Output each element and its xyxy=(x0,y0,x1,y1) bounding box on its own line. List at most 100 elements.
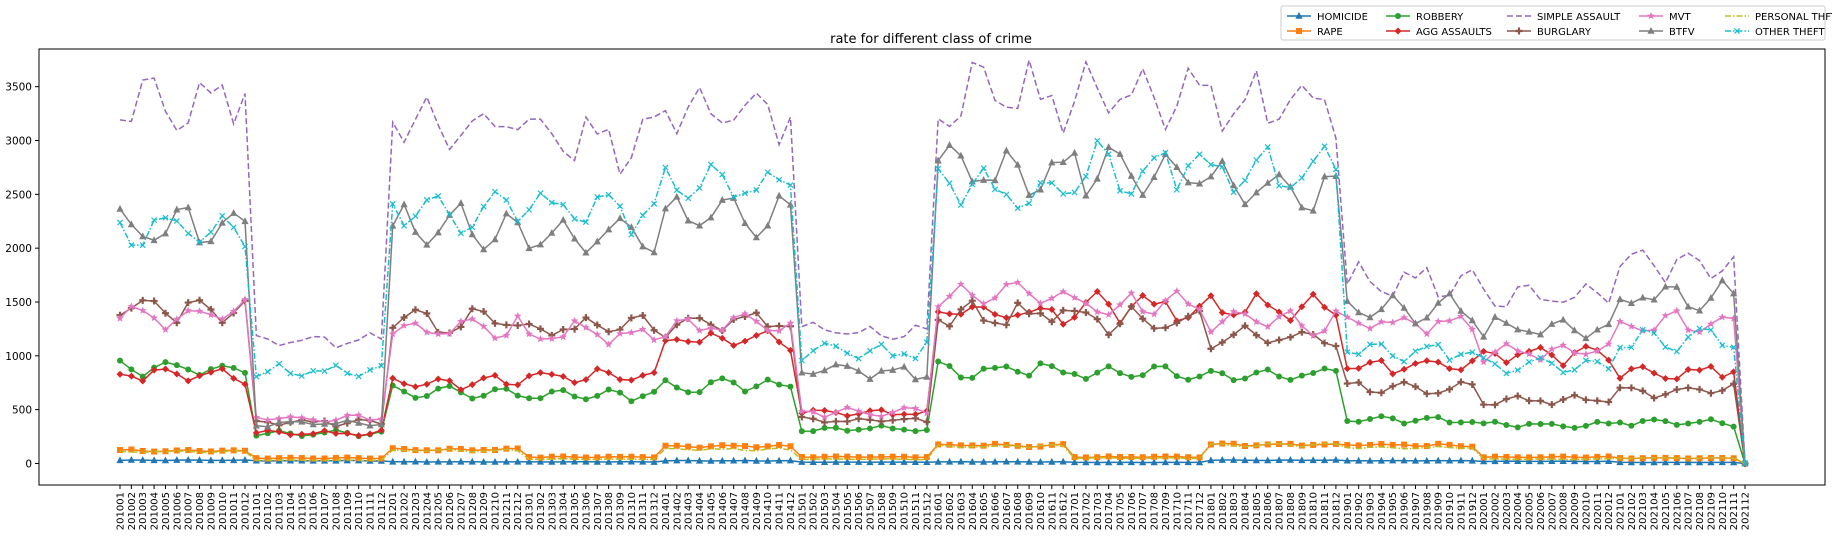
point-robbery xyxy=(1355,418,1362,425)
point-other-theft xyxy=(1685,334,1692,341)
point-robbery xyxy=(1423,414,1430,421)
point-rape xyxy=(753,444,760,451)
x-tick-label: 202110 xyxy=(1718,492,1729,530)
point-burglary xyxy=(1400,378,1408,386)
x-tick-label: 202006 xyxy=(1536,492,1547,530)
point-rape xyxy=(1548,453,1555,460)
point-rape xyxy=(821,453,828,460)
point-other-theft xyxy=(787,182,794,189)
point-robbery xyxy=(1662,418,1669,425)
point-burglary xyxy=(1548,401,1556,409)
point-rape xyxy=(1139,454,1146,461)
x-tick-label: 201204 xyxy=(422,492,433,530)
point-agg-assaults xyxy=(1707,362,1715,370)
point-agg-assaults xyxy=(1639,363,1647,371)
point-btfv xyxy=(1161,150,1170,158)
point-homicide xyxy=(798,458,806,465)
point-rape xyxy=(639,454,646,461)
point-burglary xyxy=(1082,308,1090,316)
point-btfv xyxy=(480,245,488,253)
point-btfv xyxy=(1639,293,1647,301)
x-tick-label: 201308 xyxy=(604,492,615,530)
point-robbery xyxy=(673,384,680,391)
point-other-theft xyxy=(230,224,237,231)
x-tick-label: 201806 xyxy=(1263,492,1274,530)
point-burglary xyxy=(1264,339,1272,347)
point-homicide xyxy=(639,457,647,465)
point-homicide xyxy=(695,456,704,464)
x-tick-label: 201211 xyxy=(502,492,513,530)
x-tick-label: 201411 xyxy=(775,492,786,530)
x-tick-label: 202109 xyxy=(1706,492,1717,530)
point-rape xyxy=(1457,443,1464,450)
point-robbery xyxy=(1060,369,1067,376)
point-homicide xyxy=(1059,457,1067,465)
point-agg-assaults xyxy=(1036,304,1044,312)
point-homicide xyxy=(1536,457,1545,465)
x-tick-label: 202001 xyxy=(1479,492,1490,530)
point-rape xyxy=(1435,440,1442,447)
point-mvt xyxy=(434,330,442,338)
point-homicide xyxy=(207,456,215,464)
point-robbery xyxy=(1094,369,1101,376)
point-other-theft xyxy=(1616,344,1624,351)
point-homicide xyxy=(1411,456,1420,464)
point-homicide xyxy=(445,457,454,465)
point-other-theft xyxy=(1662,344,1669,351)
point-homicide xyxy=(1252,456,1260,464)
point-rape xyxy=(1060,441,1067,448)
point-btfv xyxy=(809,370,817,377)
point-btfv xyxy=(843,362,851,369)
point-other-theft xyxy=(912,355,919,362)
point-mvt xyxy=(911,404,920,412)
point-mvt xyxy=(627,328,636,336)
point-burglary xyxy=(480,308,488,316)
point-homicide xyxy=(843,458,851,465)
point-burglary xyxy=(1480,401,1488,409)
point-agg-assaults xyxy=(1559,362,1567,370)
point-homicide xyxy=(1548,457,1556,465)
point-robbery xyxy=(480,392,487,399)
point-other-theft xyxy=(639,212,646,219)
point-btfv xyxy=(1502,319,1510,326)
point-other-theft xyxy=(1480,354,1487,361)
point-homicide xyxy=(650,458,658,465)
point-homicide xyxy=(218,456,226,464)
point-mvt xyxy=(1502,339,1511,347)
x-tick-label: 201012 xyxy=(241,492,252,530)
point-other-theft xyxy=(1321,143,1328,150)
point-mvt xyxy=(684,315,692,323)
point-robbery xyxy=(764,376,771,383)
point-robbery xyxy=(1003,363,1010,370)
x-tick-label: 202108 xyxy=(1695,492,1706,530)
point-other-theft xyxy=(628,231,635,238)
point-btfv xyxy=(889,366,897,373)
point-mvt xyxy=(1582,350,1590,358)
x-tick-label: 201001 xyxy=(116,492,127,530)
point-agg-assaults xyxy=(332,429,340,437)
point-robbery xyxy=(1344,417,1351,424)
point-agg-assaults xyxy=(298,430,306,438)
point-homicide xyxy=(525,457,533,465)
x-tick-label: 202104 xyxy=(1650,492,1661,530)
point-homicide xyxy=(968,457,976,465)
point-other-theft xyxy=(1639,326,1646,333)
point-mvt xyxy=(934,302,942,310)
point-other-theft xyxy=(616,203,624,210)
point-other-theft xyxy=(605,191,612,198)
point-other-theft xyxy=(1207,161,1214,168)
point-rape xyxy=(787,443,794,450)
x-tick-label: 201010 xyxy=(218,492,229,530)
point-robbery xyxy=(1287,376,1294,383)
point-other-theft xyxy=(151,217,158,224)
point-other-theft xyxy=(310,367,317,374)
point-robbery xyxy=(242,369,248,376)
point-other-theft xyxy=(332,362,339,369)
point-burglary xyxy=(184,299,192,307)
point-other-theft xyxy=(1594,358,1601,365)
point-btfv xyxy=(423,240,431,248)
x-tick-label: 202003 xyxy=(1502,492,1513,530)
point-agg-assaults xyxy=(400,380,408,388)
